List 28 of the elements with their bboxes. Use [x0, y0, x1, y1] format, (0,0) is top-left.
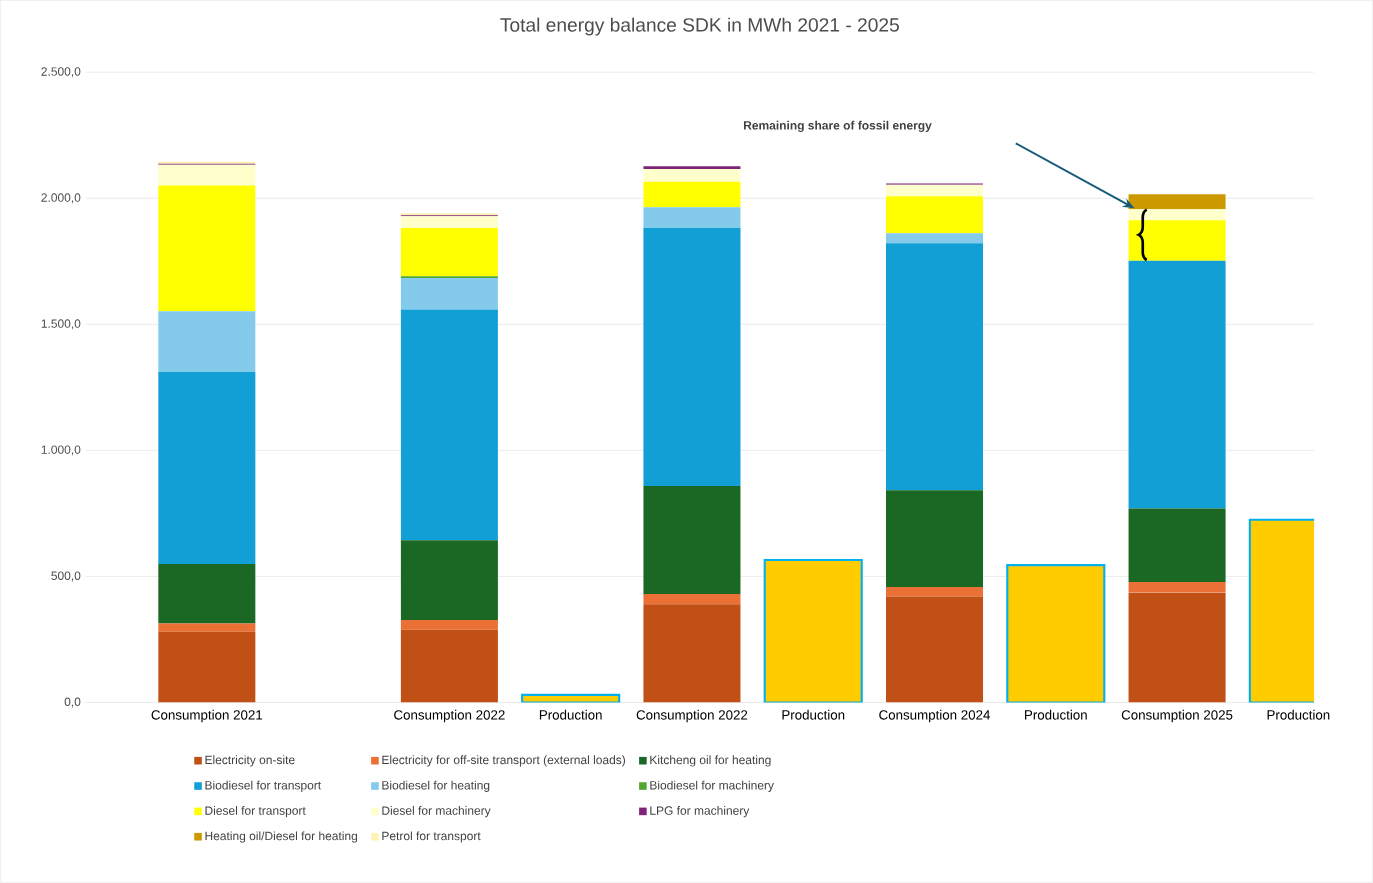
legend-label: Diesel for machinery	[382, 806, 491, 818]
y-tick-label: 1.500,0	[41, 319, 81, 330]
x-tick-label: Consumption 2022	[394, 710, 505, 723]
x-tick-label: Consumption 2025	[1121, 710, 1233, 723]
legend-label: Biodiesel for machinery	[650, 780, 774, 793]
legend-label: Kitcheng oil for heating	[650, 755, 771, 767]
x-tick-label: Production	[1267, 710, 1330, 720]
legend-label: Petrol for transport	[382, 831, 481, 843]
y-tick-label: 500,0	[51, 571, 81, 582]
legend-label: Biodiesel for transport	[205, 780, 322, 793]
y-tick-label: 2.500,0	[41, 67, 81, 78]
chart-title: Total energy balance SDK in MWh 2021 - 2025	[500, 17, 899, 36]
legend-label: Electricity on-site	[205, 755, 295, 767]
legend-label: Diesel for transport	[205, 806, 306, 818]
x-tick-label: Production	[782, 710, 845, 720]
legend-label: Electricity for off-site transport (external loads)	[382, 755, 626, 767]
x-tick-label: Consumption 2024	[879, 710, 991, 723]
x-tick-label: Consumption 2022	[636, 710, 748, 723]
x-tick-label: Consumption 2021	[151, 710, 263, 723]
y-tick-label: 2.000,0	[41, 193, 81, 204]
legend-label: Biodiesel for heating	[382, 780, 490, 793]
x-tick-label: Production	[1025, 710, 1087, 720]
annotation: Remaining share of fossil energy	[743, 120, 932, 133]
legend-label: Heating oil/Diesel for heating	[205, 831, 358, 843]
legend-label: LPG for machinery	[650, 806, 750, 818]
y-tick-label: 1.000,0	[41, 445, 81, 456]
y-tick-label: 0,0	[64, 697, 81, 708]
x-tick-label: Production	[539, 710, 602, 720]
